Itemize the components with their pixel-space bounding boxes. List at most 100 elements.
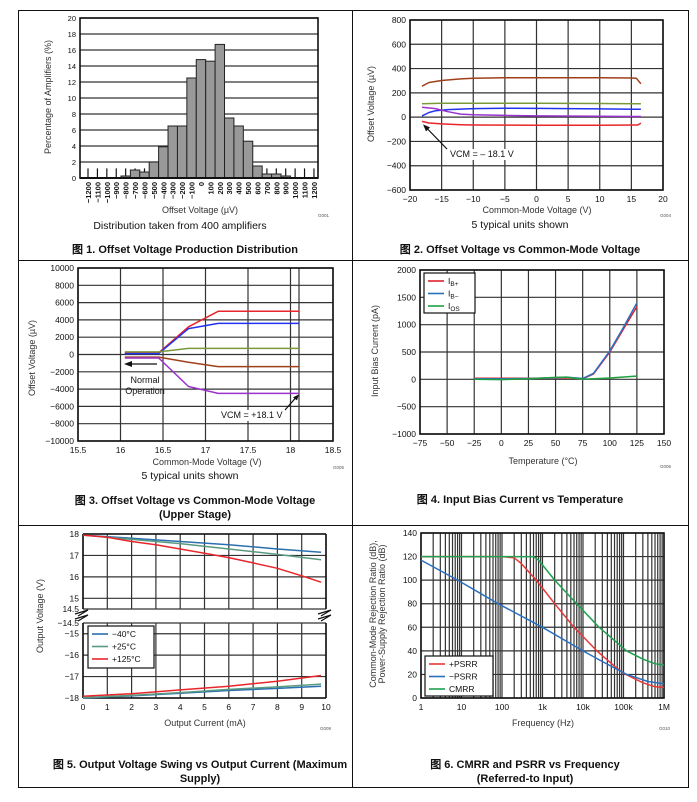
figure-2-plot: −600 −400 −200 0 200 400 600 800 −20 −15 −10 −5 0 5 10… (387, 15, 668, 204)
y-tick-label: 60 (408, 622, 418, 632)
x-tick-label: 5 (202, 702, 207, 712)
series-line-unit-3 (421, 107, 641, 117)
x-tick-label: 7 (251, 702, 256, 712)
axis-break-left (74, 614, 89, 622)
fig5-caption: 图 5. Output Voltage Swing vs Output Curr… (52, 759, 348, 785)
y-tick-label: 140 (403, 528, 417, 538)
y-tick-label: 4 (72, 142, 76, 151)
legend-label: IOS (448, 301, 460, 313)
x-tick-label: −20 (403, 194, 418, 204)
x-tick-label: 900 (282, 182, 291, 195)
legend-label: CMRR (449, 684, 475, 694)
x-tick-label: 100 (603, 438, 617, 448)
fig6-xlabel: Frequency (Hz) (511, 718, 574, 728)
x-tick-label: 5 (566, 194, 571, 204)
x-tick-label: 0 (499, 438, 504, 448)
x-tick-label: 1100 (301, 182, 310, 198)
fig5-code: G009 (320, 726, 332, 731)
histogram-bar (252, 165, 263, 179)
x-tick-label: 18.5 (325, 445, 342, 455)
x-tick-label: −50 (440, 438, 455, 448)
y-tick-label: 6 (72, 126, 76, 135)
fig2-vcm-annotation: VCM = – 18.1 V (449, 149, 515, 160)
fig3-xlabel: Common-Mode Voltage (V) (152, 457, 262, 467)
series-line--40-C (82, 534, 322, 553)
fig6-caption: 图 6. CMRR and PSRR vs Frequency (Referre… (430, 759, 620, 785)
arrow-head-icon (293, 394, 299, 401)
x-tick-label: 10 (321, 702, 331, 712)
plot-frame (77, 267, 334, 442)
x-tick-label: 10k (576, 702, 590, 712)
axis-break-right (317, 614, 332, 622)
fig3-ylabel: Offset Voltage (µV) (27, 319, 37, 397)
histogram-bar (205, 60, 216, 179)
x-tick-label: 1000 (291, 182, 300, 199)
series-line-unit-5 (124, 357, 299, 395)
series-line-unit-1 (124, 310, 299, 354)
x-tick-label: 4 (178, 702, 183, 712)
column-divider (352, 10, 353, 788)
y-tick-label: 8 (72, 110, 76, 119)
y-tick-label: 8000 (55, 280, 74, 290)
y-tick-label: 400 (392, 64, 406, 74)
fig1-caption: 图 1. Offset Voltage Production Distribut… (72, 244, 298, 256)
x-tick-label: 16 (116, 445, 126, 455)
y-tick-label: −8000 (50, 419, 74, 429)
y-tick-label: 15 (70, 593, 80, 603)
x-tick-label: 15.5 (70, 445, 87, 455)
figure-3-plot: −10000 −8000 −6000 −4000 −2000 0 2000 4000 6000 8… (45, 263, 341, 455)
x-tick-label: −900 (112, 182, 121, 199)
y-tick-label: −15 (65, 629, 80, 639)
fig5-ylabel: Output Voltage (V) (35, 578, 45, 654)
legend-label: −40°C (112, 629, 136, 639)
x-tick-label: −500 (150, 182, 159, 199)
x-tick-label: 16.5 (155, 445, 172, 455)
y-tick-label: 120 (403, 552, 417, 562)
fig4-xlabel: Temperature (°C) (508, 456, 578, 466)
x-tick-label: −300 (169, 182, 178, 199)
fig4-caption: 图 4. Input Bias Current vs Temperature (416, 494, 624, 506)
histogram-bar (242, 140, 254, 179)
x-tick-label: 1k (538, 702, 548, 712)
x-tick-label: 1200 (310, 182, 319, 199)
legend-label: −PSRR (449, 672, 478, 682)
x-tick-label: −1200 (84, 182, 93, 203)
x-tick-label: 9 (299, 702, 304, 712)
y-tick-label: 12 (68, 78, 76, 87)
y-tick-label: 0 (412, 693, 417, 703)
fig1-code: G001 (318, 213, 330, 218)
y-tick-label: −400 (387, 161, 406, 171)
series-line-unit-4 (421, 106, 641, 118)
x-tick-label: −400 (159, 182, 168, 199)
y-tick-label: −6000 (50, 401, 74, 411)
series-line--PSRR (420, 559, 665, 685)
y-tick-label: −500 (397, 402, 416, 412)
y-tick-label: 6000 (55, 298, 74, 308)
x-tick-label: 0 (197, 182, 206, 186)
histogram-bar (186, 77, 197, 179)
y-tick-label: 2000 (397, 265, 416, 275)
normal-operation-label: Operation (125, 386, 165, 396)
x-tick-label: 400 (235, 182, 244, 195)
y-tick-label: 16 (68, 46, 76, 55)
x-tick-label: −5 (500, 194, 510, 204)
series-line-unit-2 (124, 322, 299, 355)
x-tick-label: −200 (178, 182, 187, 199)
x-tick-label: 500 (244, 182, 253, 195)
plot-frame (419, 269, 665, 435)
x-tick-label: 8 (275, 702, 280, 712)
row-divider (18, 525, 689, 526)
fig4-ylabel: Input Bias Current (pA) (370, 304, 380, 398)
y-tick-label: 20 (408, 669, 418, 679)
x-tick-label: 18 (286, 445, 296, 455)
y-tick-label: 100 (403, 575, 417, 585)
y-tick-label: 14.5 (62, 604, 79, 614)
histogram-bar (176, 125, 188, 179)
y-tick-label: 2000 (55, 332, 74, 342)
x-tick-label: 10 (457, 702, 467, 712)
histogram-bar (214, 43, 226, 179)
fig4-code: G006 (660, 464, 672, 469)
y-tick-label: 4000 (55, 315, 74, 325)
